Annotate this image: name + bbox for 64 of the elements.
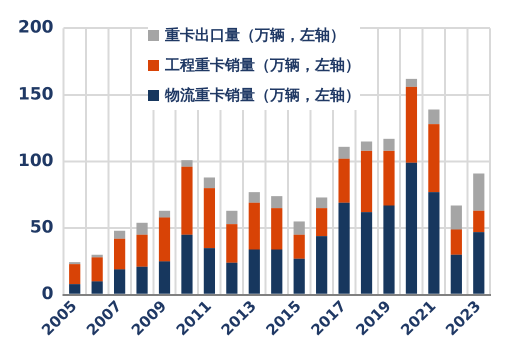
bar (271, 196, 282, 208)
bar (406, 78, 418, 87)
legend-label: 物流重卡销量（万辆，左轴） (165, 86, 360, 104)
bar (271, 208, 282, 250)
bar (338, 202, 350, 294)
bar (114, 238, 126, 270)
bar (271, 249, 282, 294)
bar (114, 230, 126, 239)
bar (450, 205, 462, 230)
bar (338, 158, 350, 203)
bar (428, 110, 440, 124)
legend-label: 重卡出口量（万辆，左轴） (165, 26, 345, 44)
bar (473, 232, 484, 294)
bar (450, 229, 462, 255)
bar (181, 234, 193, 294)
bar (69, 284, 80, 294)
bar (181, 166, 193, 235)
legend-label: 工程重卡销量（万辆，左轴） (165, 56, 360, 74)
bar (360, 150, 372, 212)
bar (360, 212, 372, 294)
bar (294, 258, 305, 294)
bar (226, 210, 238, 224)
y-tick-label: 150 (18, 84, 54, 104)
bar (92, 254, 103, 258)
bar (450, 254, 462, 294)
bar (136, 234, 148, 267)
bar (294, 234, 305, 259)
bar (316, 236, 328, 294)
bar (248, 192, 260, 203)
bar (181, 160, 193, 167)
bar (294, 221, 305, 235)
bar (316, 208, 328, 236)
bar (360, 141, 372, 151)
bar (92, 281, 103, 294)
bar (204, 177, 216, 188)
bar (248, 202, 260, 250)
y-tick-label: 200 (18, 18, 54, 38)
bar (69, 264, 80, 284)
bar (92, 257, 103, 282)
bar (316, 197, 328, 208)
bar (473, 210, 484, 232)
bar (473, 173, 484, 211)
bar (226, 262, 238, 294)
y-tick-label: 0 (42, 284, 54, 304)
bar (114, 269, 126, 294)
bar (428, 192, 440, 294)
bar (158, 217, 170, 262)
y-tick-label: 50 (30, 218, 54, 238)
bar (204, 248, 216, 294)
bar (158, 261, 170, 294)
bar (428, 124, 440, 192)
bar (383, 205, 395, 294)
y-tick-label: 100 (18, 150, 54, 171)
bar (204, 188, 216, 248)
bar (338, 146, 350, 159)
bar (226, 224, 238, 263)
bar (136, 222, 148, 235)
bar (158, 210, 170, 218)
bar (406, 86, 418, 163)
bar (248, 249, 260, 294)
bar (406, 162, 418, 294)
bar (383, 150, 395, 206)
bar (136, 266, 148, 294)
bar (383, 138, 395, 151)
